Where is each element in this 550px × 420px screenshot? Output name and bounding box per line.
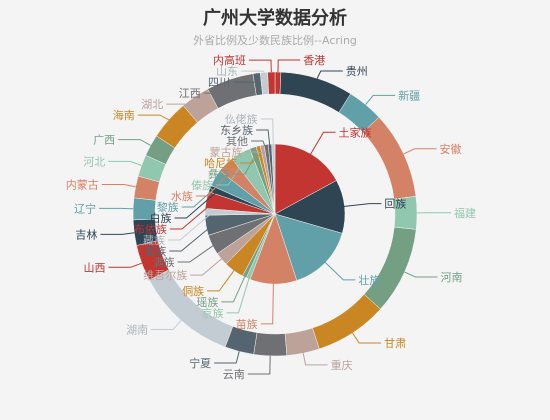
inner-leader-line-6 bbox=[207, 263, 240, 292]
inner-slice-label-15: 傣族 bbox=[191, 178, 213, 192]
outer-leader-line-19 bbox=[203, 79, 231, 94]
chart-title: 广州大学数据分析 bbox=[203, 8, 347, 29]
outer-leader-line-8 bbox=[247, 355, 271, 375]
inner-slice-label-17: 哈尼族 bbox=[204, 156, 237, 170]
inner-slice-label-13: 黎族 bbox=[157, 200, 179, 214]
inner-slice-label-7: 维吾尔族 bbox=[143, 268, 187, 282]
outer-slice-5[interactable] bbox=[363, 226, 417, 310]
outer-leader-line-12 bbox=[100, 232, 135, 235]
inner-slice-label-16: 彝族 bbox=[208, 167, 230, 181]
outer-leader-line-22 bbox=[249, 59, 272, 73]
outer-slice-label-3: 安徽 bbox=[440, 142, 462, 156]
outer-slice-label-13: 辽宁 bbox=[74, 201, 96, 215]
outer-slice-label-2: 新疆 bbox=[398, 88, 420, 102]
outer-leader-line-16 bbox=[118, 139, 151, 146]
outer-slice-label-1: 贵州 bbox=[346, 65, 368, 78]
inner-leader-line-21 bbox=[260, 118, 274, 153]
inner-leader-line-7 bbox=[190, 253, 228, 276]
outer-leader-line-21 bbox=[241, 70, 265, 73]
inner-slice-label-3: 苗族 bbox=[236, 317, 258, 331]
outer-slice-label-7: 重庆 bbox=[331, 358, 353, 372]
inner-slice-label-21: 仫佬族 bbox=[225, 112, 258, 126]
inner-slice-label-14: 水族 bbox=[171, 189, 193, 203]
outer-leader-line-2 bbox=[365, 94, 396, 105]
outer-slice-label-0: 香港 bbox=[303, 54, 325, 67]
outer-slice-label-15: 河北 bbox=[83, 155, 105, 168]
inner-slice-label-18: 蒙古族 bbox=[210, 145, 243, 159]
outer-slice-label-17: 海南 bbox=[113, 108, 135, 122]
inner-leader-line-20 bbox=[256, 129, 271, 153]
inner-leader-line-18 bbox=[245, 151, 264, 154]
inner-leader-line-10 bbox=[168, 211, 214, 241]
outer-slice-label-20: 四川 bbox=[208, 76, 230, 89]
outer-leader-line-1 bbox=[316, 70, 343, 79]
inner-slice-label-2: 壮族 bbox=[358, 273, 380, 287]
outer-slice-label-5: 河南 bbox=[441, 271, 463, 284]
outer-slice-label-8: 云南 bbox=[223, 368, 245, 381]
inner-leader-line-9 bbox=[169, 223, 215, 252]
inner-slice-label-8: 满族 bbox=[153, 255, 175, 269]
outer-slice-label-10: 湖南 bbox=[126, 324, 148, 337]
inner-leader-line-1 bbox=[336, 203, 382, 208]
inner-leader-line-5 bbox=[221, 269, 249, 303]
inner-slice-label-5: 瑶族 bbox=[196, 295, 218, 309]
inner-slice-label-12: 白族 bbox=[150, 211, 172, 225]
outer-slice-label-6: 甘肃 bbox=[384, 337, 406, 350]
outer-slice-label-9: 宁夏 bbox=[189, 356, 211, 370]
outer-slice-label-12: 吉林 bbox=[75, 227, 97, 241]
outer-leader-line-11 bbox=[108, 262, 142, 268]
outer-leader-line-9 bbox=[214, 351, 240, 364]
inner-leader-line-14 bbox=[195, 169, 232, 197]
outer-slice-1[interactable] bbox=[279, 71, 351, 113]
outer-slice-label-21: 山东 bbox=[216, 65, 238, 78]
outer-slice-label-22: 内高班 bbox=[213, 53, 246, 67]
inner-slice-label-11: 布依族 bbox=[134, 222, 167, 236]
inner-slice-label-6: 侗族 bbox=[182, 284, 204, 298]
inner-leader-line-4 bbox=[226, 271, 252, 314]
outer-leader-line-20 bbox=[233, 73, 258, 83]
inner-slice-label-9: 畲族 bbox=[144, 244, 166, 258]
inner-leader-line-12 bbox=[174, 191, 218, 219]
inner-leader-line-2 bbox=[319, 256, 356, 281]
inner-slice-label-19: 其他 bbox=[226, 135, 248, 148]
outer-slice-label-4: 福建 bbox=[454, 206, 476, 220]
outer-leader-line-17 bbox=[137, 114, 170, 121]
inner-leader-line-19 bbox=[251, 140, 268, 153]
inner-slice-label-10: 藏族 bbox=[143, 233, 165, 247]
inner-slice-label-4: 京族 bbox=[202, 306, 224, 320]
inner-leader-line-3 bbox=[260, 275, 274, 325]
outer-slice-label-19: 江西 bbox=[179, 87, 201, 100]
outer-leader-line-10 bbox=[151, 320, 182, 330]
chart-subtitle: 外省比例及少数民族比例--Acring bbox=[193, 34, 357, 47]
outer-leader-line-15 bbox=[108, 160, 142, 166]
inner-leader-line-17 bbox=[240, 153, 261, 164]
inner-leader-line-15 bbox=[216, 159, 245, 186]
outer-slice-label-11: 山西 bbox=[84, 261, 106, 274]
inner-leader-line-8 bbox=[177, 240, 220, 263]
outer-slice-6[interactable] bbox=[312, 293, 381, 350]
outer-slice-22[interactable] bbox=[267, 71, 276, 95]
outer-leader-line-6 bbox=[352, 332, 382, 344]
outer-leader-line-3 bbox=[403, 148, 437, 155]
outer-slice-label-16: 广西 bbox=[93, 134, 115, 147]
inner-slice-label-20: 东乡族 bbox=[220, 123, 253, 137]
outer-leader-line-0 bbox=[277, 59, 301, 73]
outer-slice-label-14: 内蒙古 bbox=[66, 178, 99, 192]
outer-leader-line-18 bbox=[166, 96, 196, 105]
inner-leader-line-16 bbox=[233, 154, 256, 175]
outer-leader-line-14 bbox=[101, 184, 136, 188]
inner-slice-label-0: 土家族 bbox=[339, 125, 372, 139]
outer-leader-line-7 bbox=[302, 353, 328, 366]
inner-leader-line-0 bbox=[306, 131, 336, 161]
outer-slice-8[interactable] bbox=[253, 332, 288, 357]
outer-leader-line-5 bbox=[404, 271, 438, 278]
inner-leader-line-11 bbox=[169, 201, 215, 230]
inner-slice-label-1: 回族 bbox=[384, 197, 406, 211]
outer-slice-label-18: 湖北 bbox=[141, 98, 163, 111]
